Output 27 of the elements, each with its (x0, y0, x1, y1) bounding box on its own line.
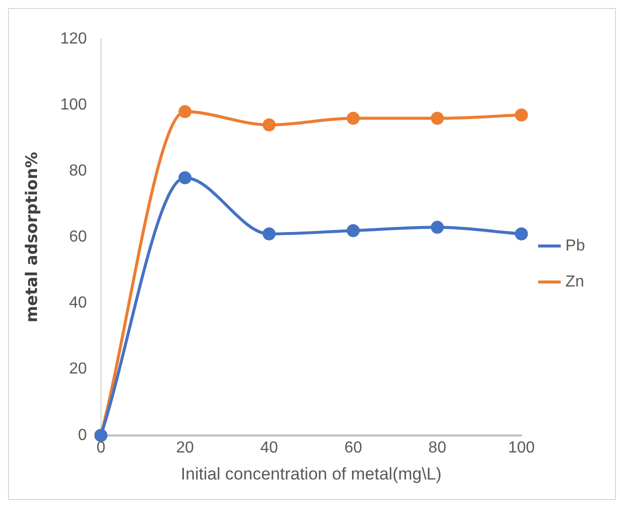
x-tick-label: 20 (176, 439, 194, 456)
y-axis-title: metal adsorption% (22, 152, 41, 323)
y-tick-label: 100 (60, 96, 87, 114)
legend-label: Pb (565, 237, 586, 254)
x-tick-label: 100 (508, 439, 535, 456)
point (178, 171, 192, 184)
point (514, 108, 528, 122)
point (514, 227, 528, 240)
y-tick-label: 20 (69, 360, 87, 378)
point (346, 112, 360, 125)
x-tick-label: 80 (428, 439, 446, 456)
y-tick-label: 0 (78, 426, 87, 444)
x-axis-title: Initial concentration of metal(mg\L) (180, 464, 442, 484)
x-tick-label: 0 (96, 439, 106, 456)
y-tick-label: 40 (69, 294, 87, 312)
y-tick-label: 120 (60, 30, 87, 48)
point (346, 224, 360, 238)
point (262, 118, 276, 132)
point (430, 220, 444, 234)
y-tick-label: 80 (69, 162, 87, 180)
point (262, 227, 276, 240)
point (430, 112, 444, 125)
y-tick-label: 60 (69, 228, 87, 246)
point (178, 105, 192, 118)
x-tick-label: 40 (260, 439, 278, 456)
legend-label: Zn (565, 273, 584, 290)
x-tick-label: 60 (344, 439, 362, 456)
